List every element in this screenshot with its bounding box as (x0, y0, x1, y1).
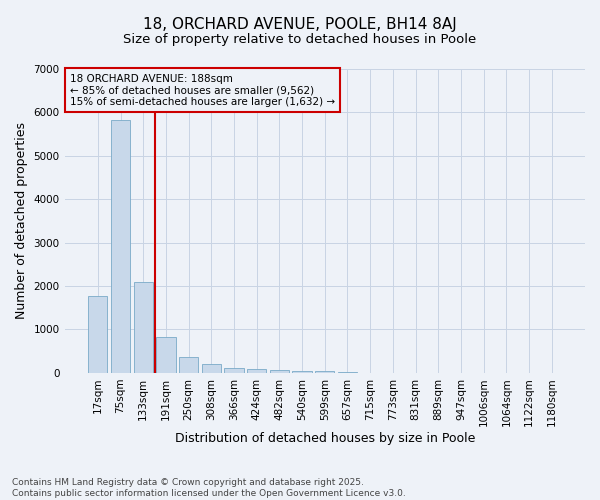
Bar (315, 372, 334, 373)
Bar (202, 364, 221, 373)
Bar (156, 337, 176, 373)
Bar (270, 370, 289, 373)
Text: Contains HM Land Registry data © Crown copyright and database right 2025.
Contai: Contains HM Land Registry data © Crown c… (12, 478, 406, 498)
Bar (111, 120, 130, 373)
Bar (292, 370, 312, 373)
Y-axis label: Number of detached properties: Number of detached properties (15, 122, 28, 320)
Text: Size of property relative to detached houses in Poole: Size of property relative to detached ho… (124, 32, 476, 46)
Text: 18 ORCHARD AVENUE: 188sqm
← 85% of detached houses are smaller (9,562)
15% of se: 18 ORCHARD AVENUE: 188sqm ← 85% of detac… (70, 74, 335, 107)
Text: 18, ORCHARD AVENUE, POOLE, BH14 8AJ: 18, ORCHARD AVENUE, POOLE, BH14 8AJ (143, 18, 457, 32)
Bar (134, 282, 153, 373)
Bar (179, 357, 198, 373)
Bar (88, 296, 107, 373)
Bar (247, 369, 266, 373)
X-axis label: Distribution of detached houses by size in Poole: Distribution of detached houses by size … (175, 432, 475, 445)
Bar (338, 372, 357, 373)
Bar (224, 368, 244, 373)
